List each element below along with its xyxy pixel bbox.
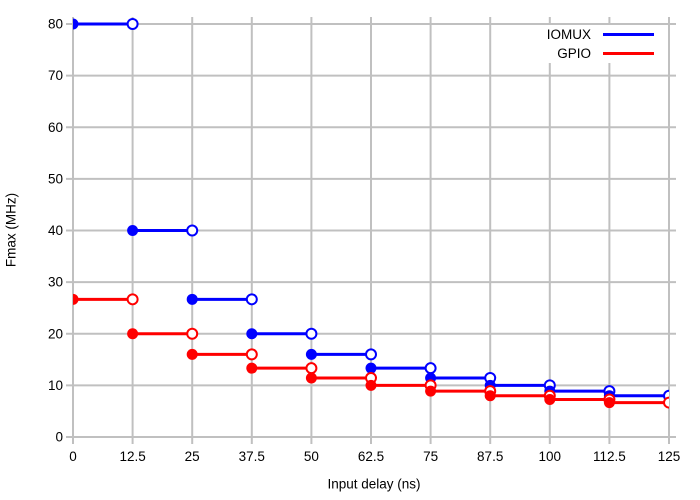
- x-tick-label: 12.5: [119, 449, 145, 464]
- y-tick-label: 40: [48, 223, 63, 238]
- x-tick-label: 62.5: [358, 449, 384, 464]
- x-tick-label: 100: [539, 449, 562, 464]
- legend-label: GPIO: [557, 46, 591, 61]
- y-tick-label: 30: [48, 275, 63, 290]
- marker-open-circle: [245, 293, 258, 306]
- marker-open-circle: [305, 362, 318, 375]
- marker-open-circle: [305, 327, 318, 340]
- legend-line-sample: [603, 51, 654, 56]
- marker-filled-circle: [603, 397, 615, 409]
- marker-filled-circle: [186, 293, 198, 305]
- marker-filled-circle: [246, 328, 258, 340]
- y-tick-label: 80: [48, 17, 63, 32]
- legend: IOMUX GPIO: [516, 25, 668, 63]
- marker-open-circle: [126, 293, 139, 306]
- x-tick-label: 0: [69, 449, 77, 464]
- marker-open-circle: [424, 362, 437, 375]
- marker-filled-circle: [365, 362, 377, 374]
- x-tick-label: 50: [304, 449, 319, 464]
- legend-item: GPIO: [516, 44, 668, 63]
- marker-open-circle: [126, 18, 139, 30]
- marker-open-circle: [663, 396, 669, 409]
- marker-filled-circle: [246, 362, 258, 374]
- marker-filled-circle: [305, 348, 317, 360]
- x-tick-label: 112.5: [593, 449, 626, 464]
- x-tick-label: 25: [185, 449, 200, 464]
- marker-filled-circle: [305, 372, 317, 384]
- x-axis-title: Input delay (ns): [327, 476, 421, 492]
- marker-filled-circle: [127, 225, 139, 236]
- y-tick-label: 50: [48, 171, 63, 186]
- marker-open-circle: [186, 327, 199, 340]
- marker-filled-circle: [484, 390, 496, 402]
- y-tick-label: 60: [48, 120, 63, 135]
- marker-filled-circle: [425, 385, 437, 397]
- marker-filled-circle: [73, 18, 79, 30]
- marker-open-circle: [365, 348, 377, 361]
- marker-filled-circle: [186, 348, 198, 360]
- y-tick-label: 0: [55, 430, 63, 445]
- y-tick-label: 70: [48, 68, 63, 83]
- marker-filled-circle: [365, 379, 377, 391]
- x-tick-label: 75: [423, 449, 438, 464]
- legend-label: IOMUX: [546, 27, 591, 42]
- marker-filled-circle: [127, 328, 139, 340]
- plot-border: [72, 23, 670, 438]
- legend-item: IOMUX: [516, 25, 668, 44]
- y-tick-label: 10: [48, 378, 63, 393]
- x-tick-label: 125: [658, 449, 681, 464]
- y-axis-title: Fmax (MHz): [3, 192, 19, 268]
- marker-open-circle: [186, 224, 199, 237]
- y-tick-label: 20: [48, 326, 63, 341]
- marker-filled-circle: [544, 393, 556, 405]
- series-gpio: [73, 293, 669, 409]
- x-tick-label: 37.5: [239, 449, 265, 464]
- legend-line-sample: [603, 32, 654, 37]
- x-tick-label: 87.5: [477, 449, 503, 464]
- marker-open-circle: [245, 348, 258, 361]
- marker-filled-circle: [73, 293, 79, 305]
